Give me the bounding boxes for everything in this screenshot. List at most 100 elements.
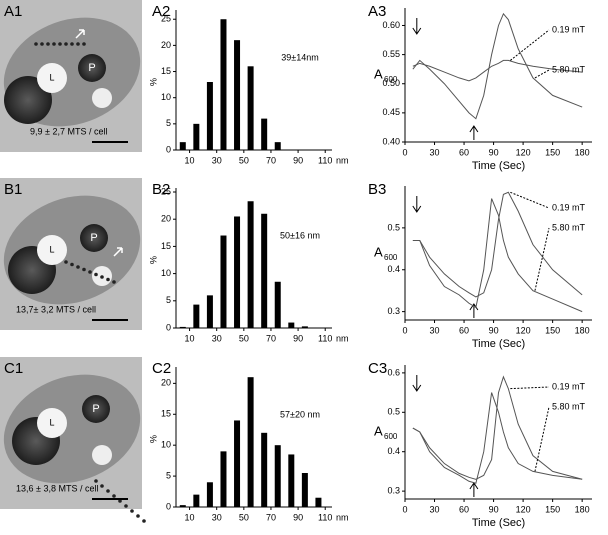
bar	[274, 142, 281, 150]
x-tick-label: 120	[516, 504, 531, 514]
y-tick-label: 25	[161, 186, 171, 196]
y-tick-label: 20	[161, 214, 171, 224]
x-unit: nm	[336, 333, 349, 343]
x-tick-label: 90	[293, 512, 303, 522]
annotation: 39±14nm	[281, 52, 318, 62]
x-tick-label: 180	[575, 325, 590, 335]
series-label: 0.19 mT	[552, 202, 586, 212]
y-tick-label: 20	[161, 378, 171, 388]
bar	[247, 66, 254, 150]
x-tick-label: 10	[185, 333, 195, 343]
x-tick-label: 30	[212, 155, 222, 165]
annotation: 57±20 nm	[280, 409, 320, 419]
bar	[301, 473, 308, 507]
magnetosome	[142, 519, 146, 523]
y-tick-label: 0.5	[387, 222, 400, 232]
y-tick-label: 0	[166, 144, 171, 154]
bar	[179, 326, 186, 328]
lipid	[37, 235, 67, 265]
y-tick-label: 0.55	[382, 49, 400, 59]
magnetosome	[112, 494, 116, 498]
bar	[261, 213, 268, 328]
bar	[206, 295, 213, 328]
x-tick-label: 50	[239, 155, 249, 165]
caption: 9,9 ± 2,7 MTS / cell	[30, 126, 107, 136]
y-axis-label: %	[148, 256, 158, 264]
bar	[234, 420, 241, 507]
x-tick-label: 90	[293, 155, 303, 165]
bar	[274, 281, 281, 328]
series-label: 5.80 mT	[552, 222, 586, 232]
y-tick-label: 0.3	[387, 306, 400, 316]
y-tick-label: 10	[161, 92, 171, 102]
magnetosome	[100, 484, 104, 488]
stimulus-arrow	[469, 482, 479, 497]
x-tick-label: 70	[266, 155, 276, 165]
arrow	[151, 466, 161, 476]
y-tick-label: 0.4	[387, 264, 400, 274]
magnetosome	[94, 272, 98, 277]
magnetosome	[76, 265, 80, 269]
x-tick-label: 90	[293, 333, 303, 343]
x-tick-label: 90	[489, 504, 499, 514]
region-label: L	[49, 417, 54, 427]
x-tick-label: 110	[318, 155, 332, 165]
series-line	[412, 198, 583, 313]
magnetosome	[124, 504, 128, 508]
label-leader	[510, 29, 550, 61]
magnetosome	[130, 509, 134, 513]
x-tick-label: 0	[402, 325, 407, 335]
region-label: L	[49, 244, 54, 254]
magnetosome	[106, 489, 110, 493]
x-tick-label: 180	[575, 147, 590, 157]
y-axis-label: A	[374, 423, 383, 438]
magnetosome	[136, 514, 140, 518]
bar	[274, 445, 281, 507]
panel-label: C3	[368, 360, 387, 377]
y-axis-label: A	[374, 244, 383, 259]
bar	[288, 454, 295, 507]
label-leader	[510, 386, 550, 390]
y-tick-label: 5	[166, 295, 171, 305]
series-line	[412, 12, 583, 120]
magnetosome	[58, 42, 62, 46]
x-tick-label: 150	[545, 325, 560, 335]
bar	[234, 216, 241, 328]
x-tick-label: 50	[239, 333, 249, 343]
caption: 13,6 ± 3,8 MTS / cell	[16, 483, 98, 493]
stimulus-arrow	[469, 125, 479, 140]
bar	[193, 123, 200, 150]
y-tick-label: 0	[166, 322, 171, 332]
y-tick-label: 5	[166, 470, 171, 480]
x-tick-label: 70	[266, 333, 276, 343]
magnetosome	[100, 275, 104, 279]
stimulus-arrow	[412, 18, 422, 35]
bar	[179, 505, 186, 507]
x-tick-label: 60	[459, 504, 469, 514]
y-tick-label: 0.6	[387, 367, 400, 377]
x-tick-label: 10	[185, 155, 195, 165]
x-tick-label: 30	[430, 325, 440, 335]
x-tick-label: 150	[545, 147, 560, 157]
bar	[220, 451, 227, 507]
y-tick-label: 0.40	[382, 136, 400, 146]
magnetosome	[82, 267, 86, 272]
magnetosome	[40, 42, 44, 46]
panel-label: C2	[152, 360, 171, 377]
x-tick-label: 110	[318, 512, 332, 522]
bar	[220, 19, 227, 150]
lipid	[37, 63, 67, 93]
y-tick-label: 10	[161, 268, 171, 278]
annotation: 50±16 nm	[280, 230, 320, 240]
vesicle	[92, 445, 112, 465]
x-tick-label: 90	[489, 325, 499, 335]
y-tick-label: 0.3	[387, 485, 400, 495]
y-axis-label-sub: 600	[384, 75, 398, 84]
label-leader	[534, 69, 550, 79]
bar	[234, 40, 241, 150]
x-tick-label: 0	[402, 504, 407, 514]
y-tick-label: 25	[161, 14, 171, 24]
y-tick-label: 20	[161, 40, 171, 50]
granule	[4, 76, 52, 124]
x-tick-label: 30	[430, 504, 440, 514]
